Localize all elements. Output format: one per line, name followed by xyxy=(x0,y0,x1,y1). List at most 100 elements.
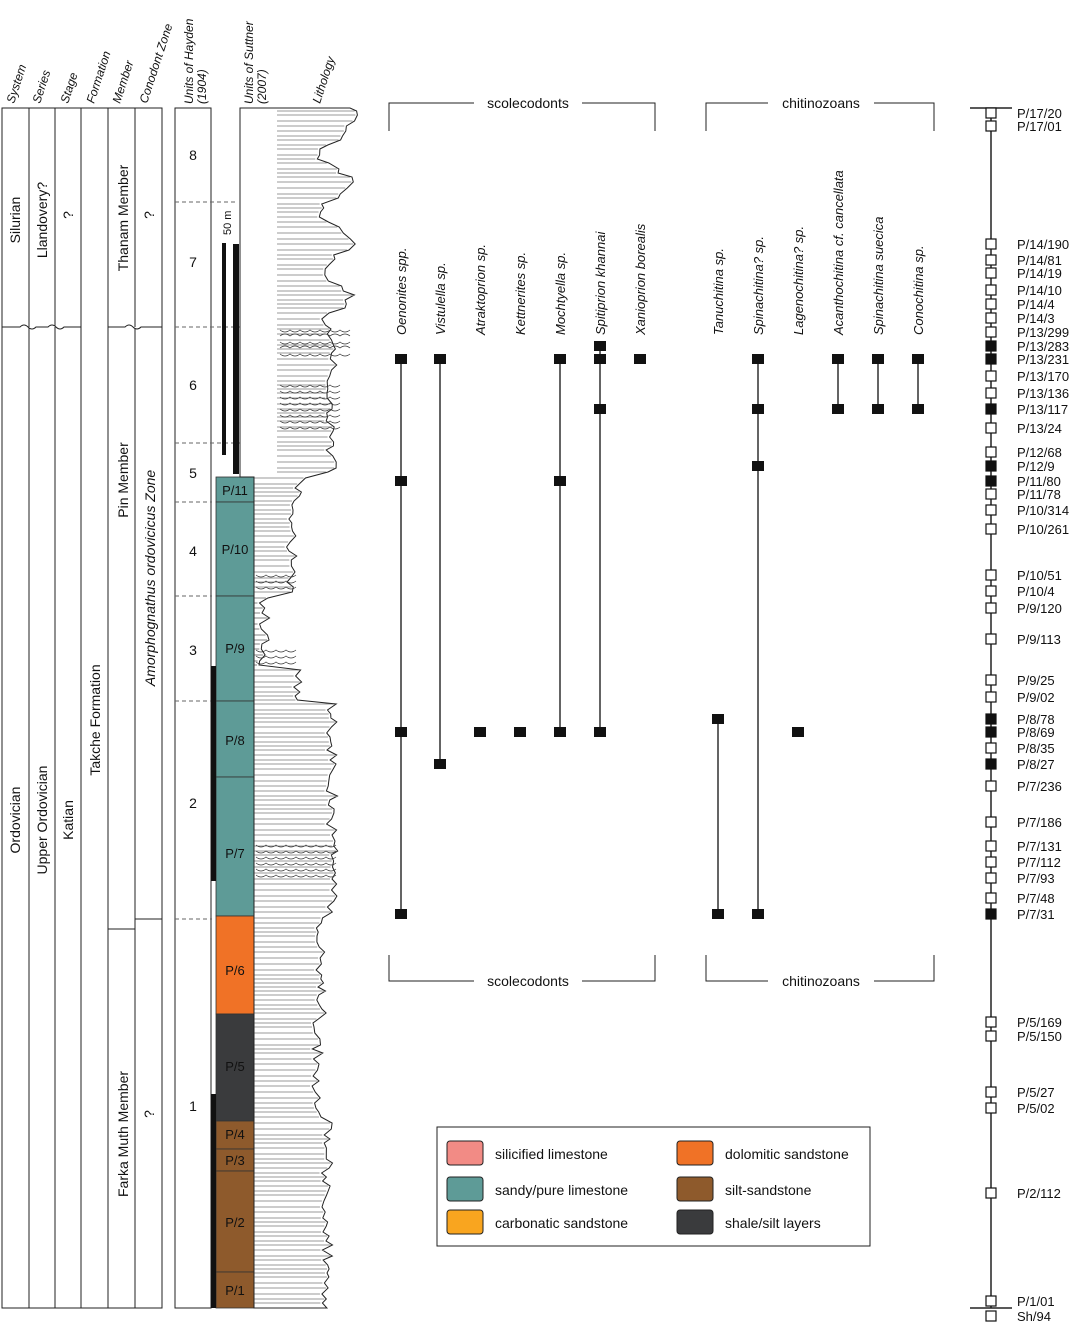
sample-marker xyxy=(985,602,997,614)
hayden-unit-5: 5 xyxy=(189,465,197,481)
header-conodont-zone: Conodont Zone xyxy=(137,22,176,105)
taxon-occurrence xyxy=(554,727,566,737)
sample-marker xyxy=(985,523,997,535)
legend-label: dolomitic sandstone xyxy=(725,1146,849,1162)
sample-marker xyxy=(985,633,997,645)
taxon-occurrence xyxy=(832,354,844,364)
legend-label: sandy/pure limestone xyxy=(495,1182,628,1198)
scolecodonts-title-top: scolecodonts xyxy=(487,95,569,111)
legend-swatch xyxy=(676,1176,714,1202)
sample-label: P/9/120 xyxy=(1017,601,1062,616)
suttner-unit-label: P/6 xyxy=(225,963,245,978)
sample-label: P/13/117 xyxy=(1017,402,1068,417)
lithology-profile xyxy=(239,107,358,1309)
sample-marker xyxy=(985,742,997,754)
sample-label: P/5/02 xyxy=(1017,1101,1055,1116)
taxon-occurrence xyxy=(395,354,407,364)
taxon-name: Kettnerites sp. xyxy=(513,252,528,335)
suttner-unit-label: P/9 xyxy=(225,641,245,656)
scale-bar xyxy=(222,243,226,455)
sample-marker xyxy=(985,908,997,920)
sample-marker xyxy=(985,403,997,415)
sample-label: P/13/136 xyxy=(1017,386,1069,401)
sample-label: P/7/112 xyxy=(1017,855,1061,870)
header-system: System xyxy=(4,63,30,105)
sample-marker xyxy=(985,284,997,296)
sample-label: P/17/01 xyxy=(1017,119,1062,134)
sample-label: P/10/261 xyxy=(1017,522,1069,537)
stage-unknown: ? xyxy=(60,211,76,219)
sample-label: P/13/24 xyxy=(1017,421,1062,436)
sample-label: P/13/283 xyxy=(1017,339,1069,354)
sample-label: P/5/27 xyxy=(1017,1085,1055,1100)
sample-label: P/10/51 xyxy=(1017,568,1062,583)
sample-label: P/14/4 xyxy=(1017,297,1055,312)
sample-label: P/2/112 xyxy=(1017,1186,1061,1201)
legend-swatch xyxy=(676,1209,714,1235)
sample-label: P/7/48 xyxy=(1017,891,1055,906)
sample-label: P/13/170 xyxy=(1017,369,1069,384)
taxon-name: Acanthochitina cf. cancellata xyxy=(831,170,846,336)
suttner-unit-label: P/11 xyxy=(222,483,248,498)
conodont-zone-amorphognathus: Amorphognathus ordovicicus Zone xyxy=(142,470,158,688)
conodont-unknown-lower: ? xyxy=(141,1110,157,1118)
taxon-occurrence xyxy=(712,909,724,919)
scale-bar-label: 50 m xyxy=(222,211,234,235)
taxon-occurrence xyxy=(514,727,526,737)
sample-marker xyxy=(985,674,997,686)
taxon-name: Oenonites spp. xyxy=(394,248,409,335)
sample-marker xyxy=(985,353,997,365)
sample-label: P/14/81 xyxy=(1017,253,1062,268)
suttner-unit-p-11 xyxy=(215,476,255,503)
sample-marker xyxy=(985,312,997,324)
system-ordovician: Ordovician xyxy=(7,787,23,854)
sample-label: P/1/01 xyxy=(1017,1294,1055,1309)
taxon-occurrence xyxy=(434,354,446,364)
member-thanam: Thanam Member xyxy=(115,164,131,271)
conodont-unknown-upper: ? xyxy=(141,211,157,219)
legend-swatch xyxy=(676,1140,714,1166)
taxon-occurrence xyxy=(395,727,407,737)
suttner-unit-p-8 xyxy=(215,700,255,778)
sample-marker xyxy=(985,267,997,279)
sample-marker xyxy=(985,340,997,352)
suttner-unit-p-10 xyxy=(215,501,255,597)
suttner-unit-label: P/7 xyxy=(225,846,245,861)
sample-label: P/13/299 xyxy=(1017,325,1069,340)
suttner-unit-p-6 xyxy=(215,915,255,1015)
taxon-name: Tanuchitina sp. xyxy=(711,248,726,335)
suttner-unit-label: P/4 xyxy=(225,1127,245,1142)
sample-marker xyxy=(985,488,997,500)
suttner-unit-label: P/1 xyxy=(225,1283,245,1298)
sample-marker xyxy=(985,1295,997,1307)
sample-label: P/11/78 xyxy=(1017,487,1061,502)
legend-swatch xyxy=(446,1209,484,1235)
sample-label: P/10/314 xyxy=(1017,503,1069,518)
sample-label: P/17/20 xyxy=(1017,106,1062,121)
sample-label: P/8/69 xyxy=(1017,725,1055,740)
sample-marker xyxy=(985,298,997,310)
suttner-unit-p-7 xyxy=(215,776,255,917)
hayden-unit-7: 7 xyxy=(189,254,197,270)
sample-marker xyxy=(985,1102,997,1114)
column-headers: System Series Stage Formation Member Con… xyxy=(4,18,338,105)
taxon-occurrence xyxy=(395,476,407,486)
sample-marker xyxy=(985,1310,997,1322)
sample-label: P/8/27 xyxy=(1017,757,1055,772)
sample-marker xyxy=(985,475,997,487)
chitinozoans-title-top: chitinozoans xyxy=(782,95,860,111)
sample-marker xyxy=(985,254,997,266)
sample-label: P/13/231 xyxy=(1017,352,1069,367)
suttner-unit-label: P/5 xyxy=(225,1059,245,1074)
sample-label: P/9/113 xyxy=(1017,632,1061,647)
strat-columns xyxy=(1,107,163,1309)
sample-marker xyxy=(985,892,997,904)
taxon-name: Vistulella sp. xyxy=(433,262,448,335)
system-silurian: Silurian xyxy=(7,197,23,244)
taxon-occurrence xyxy=(912,354,924,364)
sample-label: P/7/93 xyxy=(1017,871,1055,886)
chitinozoans-title-bottom: chitinozoans xyxy=(782,973,860,989)
sample-label: P/8/35 xyxy=(1017,741,1055,756)
legend-label: silicified limestone xyxy=(495,1146,608,1162)
